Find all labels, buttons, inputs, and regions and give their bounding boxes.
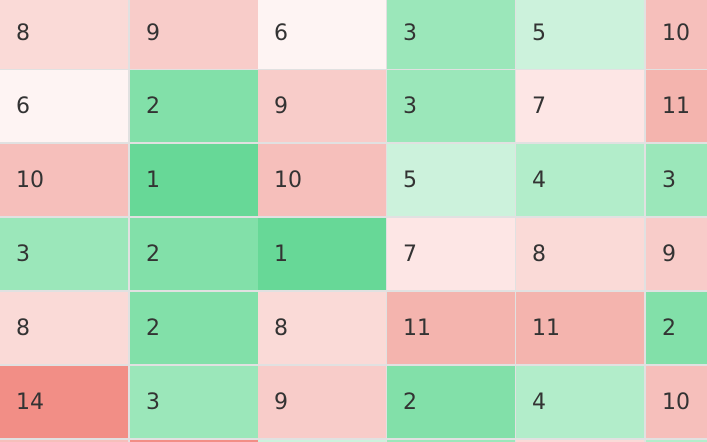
grid-cell-r6-c4[interactable]: 2	[387, 366, 515, 438]
grid-cell-r4-c2[interactable]: 2	[130, 218, 258, 290]
grid-cell-r3-c2[interactable]: 1	[130, 144, 258, 216]
grid-cell-r1-c4[interactable]: 3	[387, 0, 515, 69]
grid-cell-r3-c5[interactable]: 4	[516, 144, 644, 216]
grid-cell-r1-c5[interactable]: 5	[516, 0, 644, 69]
grid-cell-partial-c2[interactable]	[130, 440, 258, 442]
grid-cell-r5-c5[interactable]: 11	[516, 292, 644, 364]
grid-cell-r1-c1[interactable]: 8	[0, 0, 128, 69]
grid-cell-r6-c6[interactable]: 10	[646, 366, 707, 438]
grid-cell-partial-c5[interactable]	[516, 440, 644, 442]
grid-cell-r6-c3[interactable]: 9	[258, 366, 386, 438]
grid-cell-partial-c3[interactable]	[258, 440, 386, 442]
grid-cell-r2-c3[interactable]: 9	[258, 70, 386, 142]
grid-cell-r3-c3[interactable]: 10	[258, 144, 386, 216]
grid-cell-r5-c3[interactable]: 8	[258, 292, 386, 364]
grid-cell-r6-c5[interactable]: 4	[516, 366, 644, 438]
grid-cell-partial-c4[interactable]	[387, 440, 515, 442]
grid-cell-r5-c6[interactable]: 2	[646, 292, 707, 364]
grid-cell-r1-c6[interactable]: 10	[646, 0, 707, 69]
grid-cell-r4-c6[interactable]: 9	[646, 218, 707, 290]
grid-cell-r5-c4[interactable]: 11	[387, 292, 515, 364]
grid-cell-r1-c2[interactable]: 9	[130, 0, 258, 69]
grid-cell-r2-c6[interactable]: 11	[646, 70, 707, 142]
grid-cell-r4-c5[interactable]: 8	[516, 218, 644, 290]
grid-cell-partial-c1[interactable]	[0, 440, 128, 442]
grid-cell-r2-c5[interactable]: 7	[516, 70, 644, 142]
grid-cell-r4-c4[interactable]: 7	[387, 218, 515, 290]
grid-cell-r6-c1[interactable]: 14	[0, 366, 128, 438]
grid-cell-r3-c6[interactable]: 3	[646, 144, 707, 216]
grid-cell-r2-c1[interactable]: 6	[0, 70, 128, 142]
grid-cell-r3-c1[interactable]: 10	[0, 144, 128, 216]
grid-cell-r4-c1[interactable]: 3	[0, 218, 128, 290]
grid-cell-r2-c4[interactable]: 3	[387, 70, 515, 142]
grid-cell-r5-c1[interactable]: 8	[0, 292, 128, 364]
grid-cell-r4-c3[interactable]: 1	[258, 218, 386, 290]
grid-cell-r3-c4[interactable]: 5	[387, 144, 515, 216]
grid-cell-r6-c2[interactable]: 3	[130, 366, 258, 438]
grid-cell-r5-c2[interactable]: 2	[130, 292, 258, 364]
grid-cell-partial-c6[interactable]	[646, 440, 707, 442]
grid-cell-r1-c3[interactable]: 6	[258, 0, 386, 69]
grid-cell-r2-c2[interactable]: 2	[130, 70, 258, 142]
